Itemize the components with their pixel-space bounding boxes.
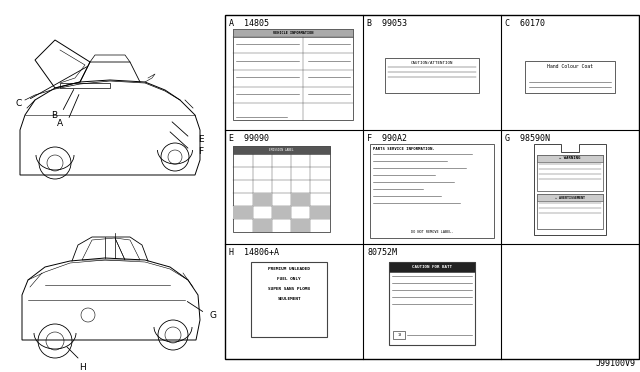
Bar	[537, 155, 603, 191]
Text: PARTS SERVICE INFORMATION.: PARTS SERVICE INFORMATION.	[373, 147, 435, 151]
Text: F  990A2: F 990A2	[367, 134, 407, 142]
Text: ⚠ AVERTISSEMENT: ⚠ AVERTISSEMENT	[555, 196, 585, 200]
Text: CAUTION FOR BATT: CAUTION FOR BATT	[412, 265, 452, 269]
Text: Hand Colour Coat: Hand Colour Coat	[547, 64, 593, 69]
Text: SEULEMENT: SEULEMENT	[277, 297, 301, 301]
Bar	[252, 262, 327, 337]
Text: 10: 10	[397, 333, 401, 337]
Text: J99100V9: J99100V9	[596, 359, 636, 368]
Text: ⚠ WARNING: ⚠ WARNING	[559, 156, 580, 160]
Text: C  60170: C 60170	[505, 19, 545, 28]
Text: DO NOT REMOVE LABEL.: DO NOT REMOVE LABEL.	[411, 230, 453, 234]
Text: SUPER SANS PLOMB: SUPER SANS PLOMB	[268, 287, 310, 291]
Bar	[537, 194, 603, 201]
Bar	[537, 194, 603, 229]
Text: PREMIUM UNLEADED: PREMIUM UNLEADED	[268, 267, 310, 271]
Bar	[272, 206, 291, 219]
Text: B: B	[51, 110, 57, 119]
Bar	[389, 262, 475, 345]
Bar	[310, 206, 330, 219]
Bar	[233, 145, 330, 154]
Text: G: G	[210, 311, 217, 320]
Text: A  14805: A 14805	[229, 19, 269, 28]
Bar	[253, 193, 272, 206]
Text: CAUTION/ATTENTION: CAUTION/ATTENTION	[411, 61, 453, 65]
Text: VEHICLE INFORMATION: VEHICLE INFORMATION	[273, 31, 314, 35]
Text: E: E	[198, 135, 204, 144]
Text: E  99090: E 99090	[229, 134, 269, 142]
Bar	[233, 29, 353, 119]
Text: H  14806+A: H 14806+A	[229, 248, 279, 257]
Text: F: F	[198, 148, 203, 157]
Bar	[291, 193, 310, 206]
Bar	[225, 15, 639, 359]
Bar	[537, 155, 603, 161]
Bar	[525, 61, 614, 93]
Bar	[385, 58, 479, 93]
Text: G  98590N: G 98590N	[505, 134, 550, 142]
Text: EMISSION LABEL: EMISSION LABEL	[269, 148, 294, 151]
Bar	[233, 29, 353, 37]
Text: B  99053: B 99053	[367, 19, 407, 28]
Text: H: H	[79, 363, 85, 372]
Bar	[60, 83, 110, 88]
Text: A: A	[57, 119, 63, 128]
Bar	[393, 331, 405, 339]
Bar	[370, 144, 494, 238]
Bar	[253, 219, 272, 232]
Text: FUEL ONLY: FUEL ONLY	[277, 277, 301, 281]
Bar	[233, 206, 253, 219]
Text: 80752M: 80752M	[367, 248, 397, 257]
Text: C: C	[16, 99, 22, 108]
Bar	[389, 262, 475, 272]
Bar	[233, 145, 330, 232]
Bar	[291, 219, 310, 232]
